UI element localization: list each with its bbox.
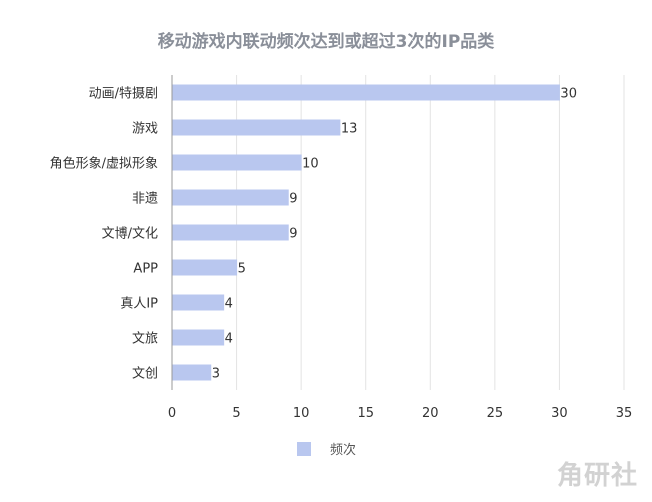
bar (172, 259, 238, 276)
legend[interactable]: 频次 (297, 442, 356, 458)
x-tick-label: 25 (487, 406, 504, 421)
value-label: 9 (289, 227, 297, 242)
category-label: 角色形象/虚拟形象 (50, 156, 158, 172)
x-axis-ticks: 0 5 10 15 20 25 30 35 (168, 406, 632, 421)
bar (172, 119, 341, 136)
category-label: 游戏 (132, 122, 158, 137)
value-label: 9 (289, 192, 297, 207)
bar (172, 294, 225, 311)
chart-title: 移动游戏内联动频次达到或超过3次的IP品类 (158, 31, 496, 52)
category-label: 文旅 (132, 332, 158, 347)
bar (172, 329, 225, 346)
category-label: 非遗 (132, 192, 158, 207)
value-label: 30 (560, 87, 577, 102)
category-label: 真人IP (120, 297, 158, 312)
x-tick-label: 30 (551, 406, 568, 421)
value-label: 13 (341, 122, 358, 137)
value-label: 10 (302, 157, 319, 172)
x-tick-label: 15 (357, 406, 374, 421)
value-label: 4 (225, 332, 233, 347)
value-label: 5 (238, 262, 246, 277)
value-label: 3 (212, 367, 220, 382)
value-label: 4 (225, 297, 233, 312)
bar (172, 154, 302, 171)
category-label: 文创 (132, 367, 158, 382)
x-tick-label: 20 (422, 406, 439, 421)
category-label: 动画/特摄剧 (89, 87, 158, 102)
x-tick-label: 0 (168, 406, 176, 421)
bar (172, 189, 289, 206)
x-tick-label: 10 (293, 406, 310, 421)
bar (172, 364, 212, 381)
legend-label: 频次 (330, 442, 356, 458)
value-labels: 30 13 10 9 9 5 4 4 3 (212, 87, 577, 382)
category-label: APP (133, 262, 158, 277)
bar (172, 84, 560, 101)
x-tick-label: 35 (616, 406, 633, 421)
x-tick-label: 5 (232, 406, 240, 421)
bar (172, 224, 289, 241)
bars (172, 84, 560, 381)
legend-swatch (297, 442, 311, 456)
watermark-logo: 角研社 (556, 461, 638, 491)
category-label: 文博/文化 (102, 227, 158, 242)
